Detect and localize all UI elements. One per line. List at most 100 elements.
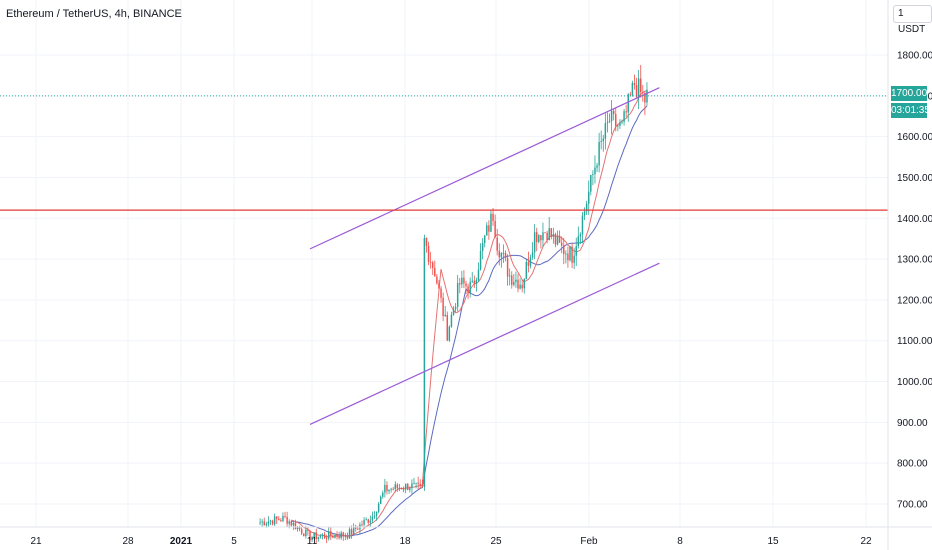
- candle: [334, 533, 336, 539]
- candle: [563, 238, 565, 265]
- price-tick-label: 1100.00: [897, 336, 932, 347]
- candle: [390, 487, 392, 493]
- candle: [431, 260, 434, 275]
- candle: [504, 250, 507, 262]
- candle: [608, 113, 611, 123]
- candle: [448, 325, 451, 342]
- time-tick-label: 22: [860, 536, 872, 547]
- candle: [483, 234, 486, 248]
- candle: [477, 262, 480, 283]
- candle: [348, 526, 351, 540]
- candle: [298, 525, 301, 532]
- candle: [542, 222, 544, 248]
- candle: [367, 518, 369, 525]
- candle: [363, 517, 365, 529]
- candle: [417, 476, 419, 490]
- candle: [486, 222, 488, 236]
- candle: [554, 232, 557, 248]
- currency-unit-badge[interactable]: 1 USDT: [893, 5, 932, 35]
- candle: [402, 486, 405, 493]
- candle: [365, 517, 367, 521]
- chart-grid: [0, 0, 888, 527]
- candle: [386, 481, 388, 495]
- candle: [575, 237, 577, 267]
- candle: [311, 535, 313, 542]
- symbol-title: Ethereum / TetherUS, 4h, BINANCE: [6, 8, 182, 20]
- candle: [467, 283, 469, 300]
- candle: [305, 525, 307, 539]
- candle: [519, 278, 521, 290]
- candle: [598, 132, 600, 173]
- candle: [398, 483, 401, 492]
- time-axis[interactable]: 21 28 2021 5 11 18 25 Feb 8 15 22: [0, 526, 932, 547]
- candle: [585, 200, 588, 215]
- candle: [625, 104, 627, 118]
- candle: [423, 234, 426, 491]
- candle: [556, 230, 559, 246]
- ma-slow-line: [291, 105, 648, 537]
- candle: [594, 155, 596, 184]
- candle: [282, 512, 284, 523]
- candle: [361, 520, 363, 528]
- candle: [538, 234, 540, 244]
- candle: [621, 119, 623, 125]
- candle: [327, 526, 330, 541]
- candle: [321, 533, 324, 540]
- candle: [325, 534, 328, 544]
- candle: [619, 119, 621, 130]
- moving-averages: [291, 90, 648, 538]
- channel-upper-line[interactable]: [309, 87, 660, 250]
- candle: [596, 162, 598, 172]
- candle: [459, 277, 461, 294]
- candle: [446, 311, 449, 342]
- time-tick-label: 15: [767, 536, 779, 547]
- candle: [463, 270, 465, 289]
- price-tick-label: 1000.00: [897, 377, 932, 388]
- candle: [488, 220, 490, 240]
- candle: [388, 489, 390, 494]
- candle: [373, 511, 376, 520]
- channel-lower-line[interactable]: [309, 262, 660, 425]
- candle: [377, 501, 380, 514]
- candle: [303, 533, 305, 537]
- candle: [639, 64, 642, 98]
- candle: [284, 511, 286, 519]
- candle: [515, 271, 517, 288]
- candle: [409, 486, 411, 493]
- candle: [413, 477, 415, 485]
- candle: [471, 271, 473, 283]
- candle: [419, 479, 421, 489]
- candle: [271, 519, 274, 526]
- candle: [436, 273, 438, 285]
- candle: [340, 530, 342, 540]
- candle: [267, 516, 270, 528]
- candle: [490, 210, 492, 233]
- candle: [606, 112, 609, 133]
- candle: [511, 271, 513, 289]
- candle: [533, 224, 536, 260]
- candle: [494, 214, 496, 238]
- candle: [444, 305, 446, 317]
- candle: [286, 511, 288, 528]
- candle: [425, 237, 428, 253]
- price-tick-label: 1800.00: [897, 51, 932, 62]
- candle: [479, 243, 482, 271]
- candle: [275, 516, 278, 525]
- price-tick-label: 1500.00: [897, 173, 932, 184]
- candle: [379, 495, 382, 505]
- candle: [273, 513, 276, 526]
- candle: [452, 305, 455, 316]
- candle: [600, 130, 602, 150]
- candle: [502, 244, 505, 263]
- candle: [344, 532, 347, 541]
- candle: [394, 481, 397, 493]
- candle: [313, 532, 315, 538]
- candle: [382, 490, 384, 499]
- price-axis[interactable]: 700.00 800.00 900.00 1000.00 1100.00 1200.00 1…: [887, 0, 932, 550]
- price-tick-label: 900.00: [897, 418, 928, 429]
- candle: [546, 230, 548, 244]
- candle: [263, 517, 265, 526]
- candle: [521, 280, 523, 293]
- candle: [259, 518, 261, 526]
